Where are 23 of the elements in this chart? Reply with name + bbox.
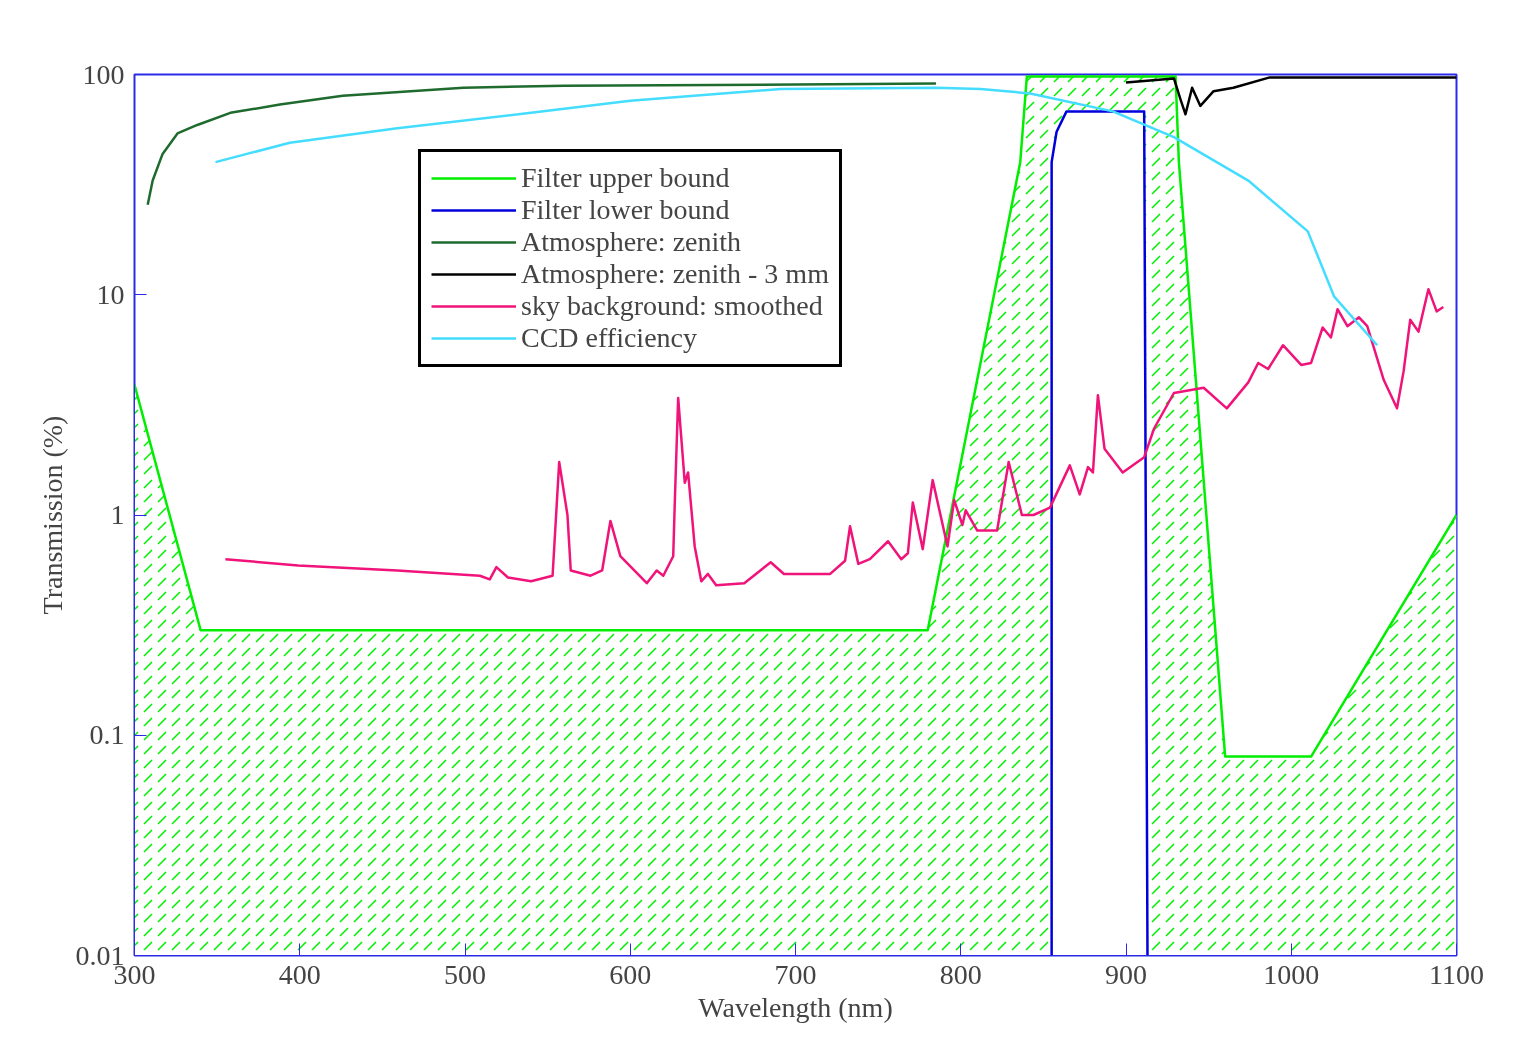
x-tick-label: 1100 — [1429, 958, 1484, 990]
y-tick-label: 0.1 — [89, 719, 125, 751]
x-tick-label: 800 — [939, 958, 982, 990]
legend-label: Filter upper bound — [521, 162, 730, 194]
legend-label: Atmosphere: zenith - 3 mm — [521, 258, 829, 290]
legend-label: Filter lower bound — [521, 194, 730, 226]
x-tick-label: 900 — [1105, 958, 1147, 990]
legend-label: Atmosphere: zenith — [521, 226, 742, 258]
y-tick-label: 1 — [110, 499, 125, 530]
y-axis-title: Transmission (%) — [36, 415, 68, 615]
x-tick-label: 1000 — [1263, 958, 1320, 990]
legend-label: CCD efficiency — [521, 322, 697, 354]
x-tick-label: 600 — [609, 958, 652, 990]
x-tick-label: 700 — [774, 958, 817, 990]
x-axis-title: Wavelength (nm) — [698, 991, 893, 1023]
x-tick-label: 500 — [444, 958, 486, 990]
line-series — [1124, 76, 1457, 116]
y-tick-label: 10 — [96, 278, 125, 310]
x-tick-label: 400 — [278, 958, 321, 990]
line-series — [1050, 110, 1149, 956]
line-series — [224, 287, 1445, 587]
y-tick-label: 100 — [82, 58, 125, 90]
legend-label: sky background: smoothed — [521, 290, 823, 322]
